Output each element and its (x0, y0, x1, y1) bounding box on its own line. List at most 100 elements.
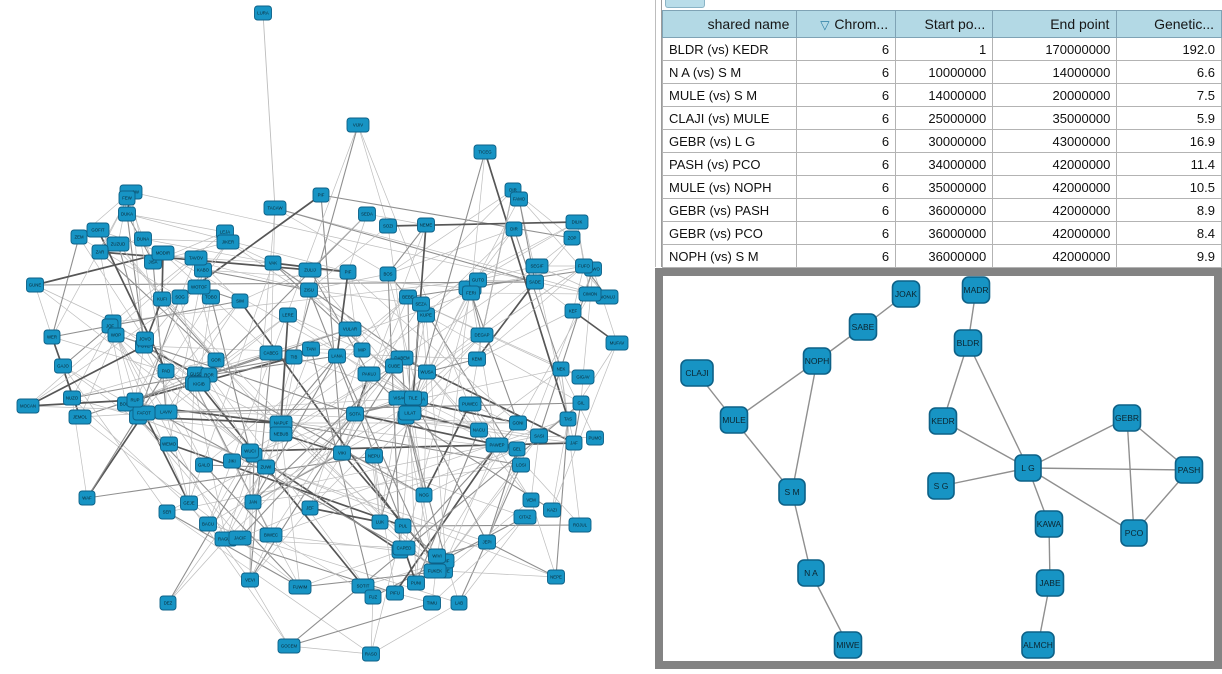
table-row[interactable]: PASH (vs) PCO 6 34000000 42000000 11.4 (661, 152, 1222, 176)
network-edge[interactable] (137, 416, 267, 468)
network-node[interactable]: GIL (572, 395, 590, 411)
network-edge[interactable] (309, 418, 569, 509)
network-edge[interactable] (476, 310, 574, 360)
table-cell[interactable]: 170000000 (992, 37, 1118, 61)
network-node[interactable]: WOP (107, 327, 125, 343)
network-edge[interactable] (203, 296, 409, 466)
network-edge[interactable] (231, 124, 359, 462)
network-node[interactable]: CAPED (392, 540, 416, 556)
table-cell[interactable]: 9.9 (1116, 244, 1222, 268)
column-header-1[interactable]: ▽ Chrom... (796, 10, 897, 38)
network-node[interactable]: KIGIB (187, 376, 211, 392)
network-edge[interactable] (476, 265, 585, 360)
network-node[interactable]: LILAT (398, 405, 422, 421)
network-edge[interactable] (207, 398, 420, 525)
network-node[interactable]: SIM (231, 293, 249, 309)
table-cell[interactable]: 1 (895, 37, 994, 61)
network-edge[interactable] (34, 284, 114, 323)
network-edge[interactable] (791, 360, 818, 493)
network-edge[interactable] (265, 466, 488, 543)
network-node[interactable]: SOTA (346, 406, 364, 422)
network-edge[interactable] (967, 342, 1029, 469)
network-node[interactable]: DEZ (159, 595, 177, 611)
network-edge[interactable] (407, 268, 594, 298)
column-header-0[interactable]: shared name (661, 10, 798, 38)
network-edge[interactable] (78, 236, 146, 340)
network-node[interactable]: BLDR (953, 329, 983, 357)
network-node[interactable]: ZEM (70, 229, 88, 245)
network-node[interactable]: PAWEP (485, 437, 509, 453)
network-node[interactable]: NEBUB (269, 426, 293, 442)
network-edge[interactable] (203, 464, 272, 536)
table-row[interactable]: MULE (vs) NOPH 6 35000000 42000000 10.5 (661, 175, 1222, 199)
network-node[interactable]: CLAJI (680, 359, 714, 387)
table-cell[interactable]: 42000000 (992, 244, 1118, 268)
network-edge[interactable] (208, 374, 374, 598)
network-edge[interactable] (34, 252, 164, 286)
network-node[interactable]: JABE (1035, 569, 1065, 597)
table-row[interactable]: NOPH (vs) S M 6 36000000 42000000 9.9 (661, 244, 1222, 268)
network-edge[interactable] (293, 124, 359, 358)
table-cell[interactable]: 43000000 (992, 129, 1118, 153)
network-edge[interactable] (423, 448, 518, 496)
network-node[interactable]: JIKI (223, 453, 241, 469)
network-node[interactable]: KEDR (928, 407, 958, 435)
network-node[interactable]: SASI (530, 428, 548, 444)
network-edge[interactable] (166, 511, 301, 588)
network-edge[interactable] (309, 452, 343, 509)
network-edge[interactable] (62, 365, 168, 513)
network-edge[interactable] (231, 460, 301, 588)
network-node[interactable]: JACIF (228, 530, 252, 546)
table-cell[interactable]: GEBR (vs) L G (661, 129, 798, 153)
network-node[interactable]: JOAK (891, 280, 921, 308)
network-node[interactable]: PAD (157, 363, 175, 379)
network-node[interactable]: TACAW (263, 200, 287, 216)
table-cell[interactable]: CLAJI (vs) MULE (661, 106, 798, 130)
network-edge[interactable] (265, 466, 364, 587)
network-node[interactable]: TAVOV (184, 250, 208, 266)
network-edge[interactable] (252, 412, 411, 503)
network-edge[interactable] (347, 271, 519, 424)
network-edge[interactable] (249, 579, 290, 647)
network-node[interactable]: SABE (848, 313, 878, 341)
network-edge[interactable] (210, 296, 251, 452)
network-edge[interactable] (262, 12, 276, 209)
network-edge[interactable] (394, 444, 498, 594)
table-cell[interactable]: 25000000 (895, 106, 994, 130)
network-edge[interactable] (161, 298, 217, 361)
network-edge[interactable] (308, 225, 389, 291)
network-edge[interactable] (387, 189, 514, 275)
table-cell[interactable]: 42000000 (992, 152, 1118, 176)
network-edge[interactable] (426, 265, 585, 373)
network-edge[interactable] (288, 602, 433, 647)
network-node[interactable]: LERE (279, 307, 297, 323)
network-edge[interactable] (165, 411, 190, 504)
network-node[interactable]: LURA (254, 5, 272, 21)
network-edge[interactable] (27, 286, 200, 407)
table-cell[interactable]: 42000000 (992, 175, 1118, 199)
network-edge[interactable] (370, 602, 460, 655)
network-node[interactable]: WOTOF (187, 279, 211, 295)
network-edge[interactable] (274, 207, 608, 298)
network-edge[interactable] (207, 450, 251, 525)
network-edge[interactable] (940, 467, 1029, 487)
network-edge[interactable] (117, 243, 282, 435)
network-node[interactable]: NOPH (802, 347, 832, 375)
network-edge[interactable] (71, 370, 167, 399)
network-edge[interactable] (252, 464, 522, 503)
network-node[interactable]: PUWEC (458, 396, 482, 412)
network-edge[interactable] (225, 538, 405, 549)
network-node[interactable]: NACU (470, 422, 488, 438)
network-edge[interactable] (274, 207, 536, 283)
network-edge[interactable] (476, 281, 536, 360)
network-node[interactable]: FUKEK (423, 563, 447, 579)
network-edge[interactable] (117, 243, 146, 340)
network-edge[interactable] (167, 538, 227, 604)
network-node[interactable]: GEL (508, 441, 526, 457)
network-node[interactable]: BACU (199, 516, 217, 532)
network-node[interactable]: WAF (78, 490, 96, 506)
network-edge[interactable] (161, 252, 164, 300)
network-node[interactable]: PUMO (586, 430, 604, 446)
column-header-3[interactable]: End point (992, 10, 1118, 38)
table-cell[interactable]: 6 (796, 198, 897, 222)
